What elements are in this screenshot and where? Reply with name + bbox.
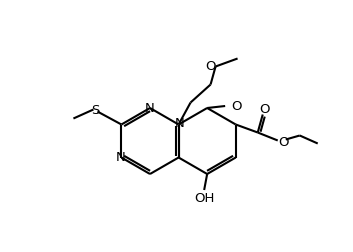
Text: O: O [231, 100, 241, 112]
Text: O: O [205, 60, 216, 73]
Text: O: O [279, 136, 289, 149]
Text: N: N [115, 151, 125, 164]
Text: N: N [175, 117, 185, 130]
Text: O: O [259, 103, 270, 116]
Text: N: N [145, 102, 155, 114]
Text: S: S [91, 104, 100, 117]
Text: OH: OH [194, 193, 214, 205]
